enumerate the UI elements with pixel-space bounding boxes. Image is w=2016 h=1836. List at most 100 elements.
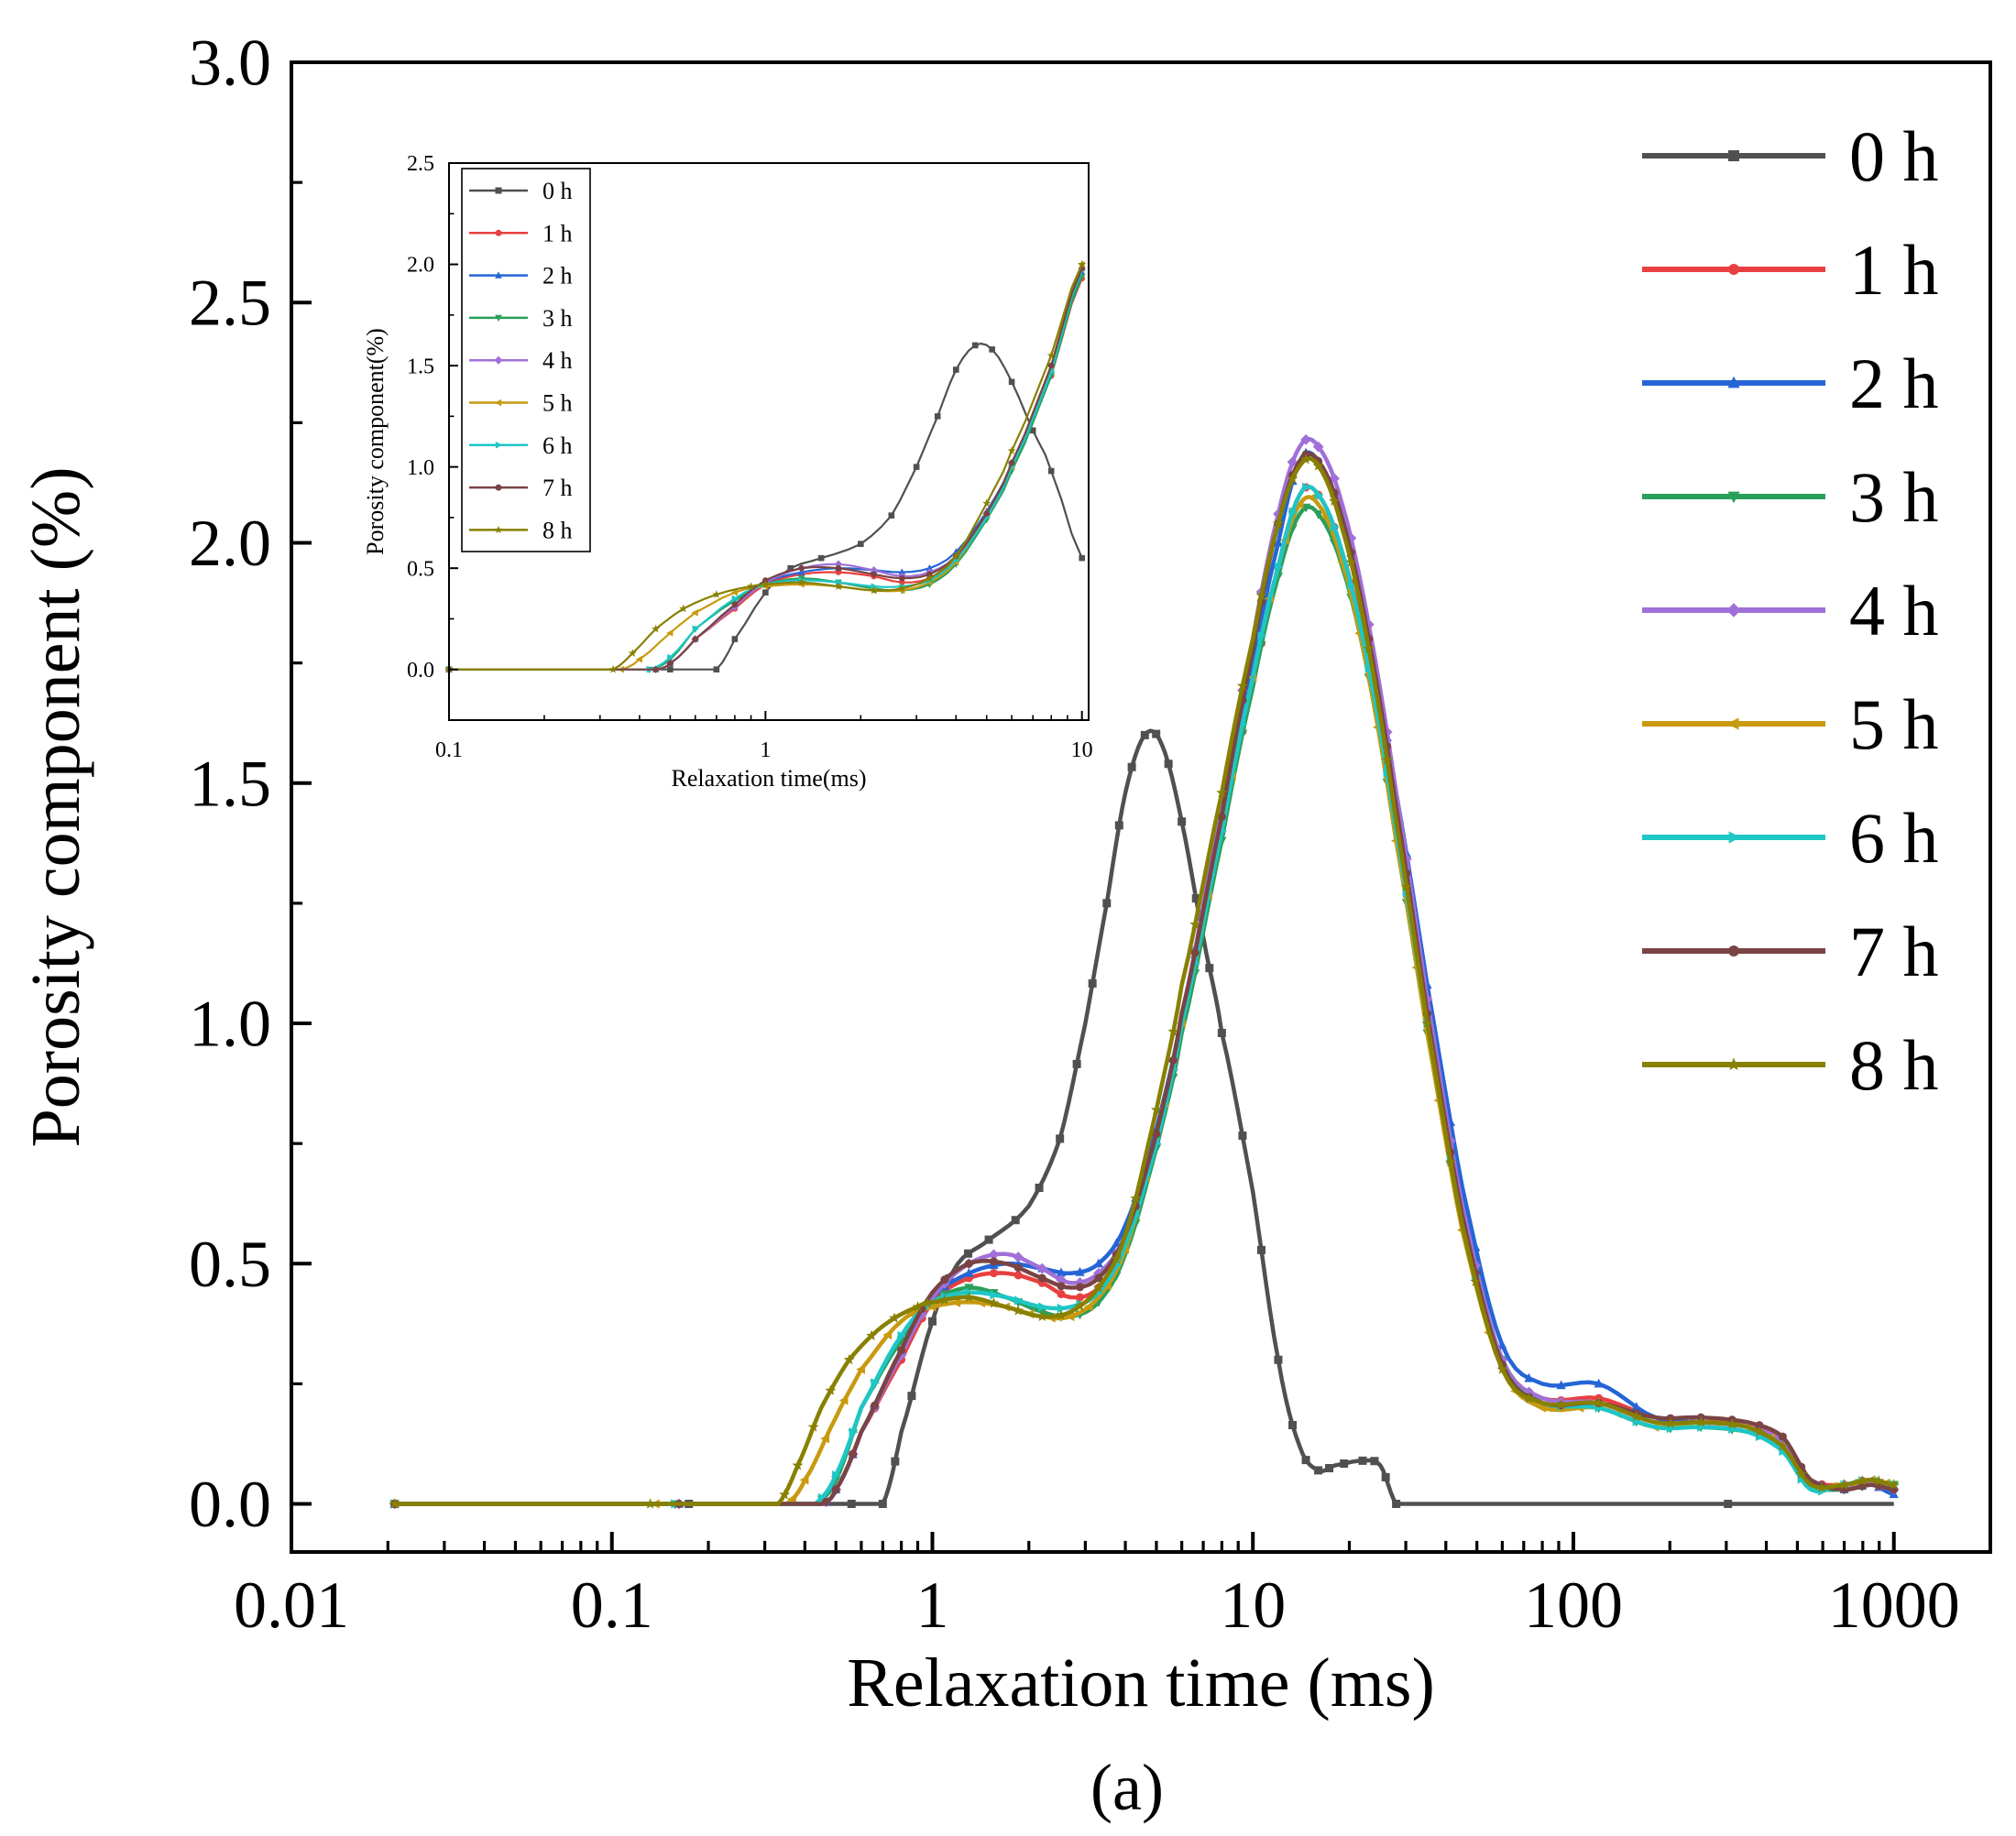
x-tick-label: 0.1 bbox=[571, 1568, 653, 1642]
inset-legend-marker bbox=[495, 441, 503, 449]
data-point-marker bbox=[635, 655, 642, 663]
data-point-marker bbox=[964, 1259, 973, 1268]
data-point-marker bbox=[888, 1312, 901, 1323]
data-point-marker bbox=[951, 1297, 961, 1307]
series-line bbox=[394, 484, 1895, 1506]
y-tick-label: 2.0 bbox=[407, 254, 434, 278]
data-point-marker bbox=[1556, 1380, 1566, 1390]
data-point-marker bbox=[1114, 821, 1123, 830]
x-tick-label: 0.1 bbox=[435, 738, 463, 762]
data-point-marker bbox=[912, 1301, 924, 1312]
data-point-marker bbox=[1328, 495, 1341, 506]
inset-legend-label: 5 h bbox=[542, 390, 573, 417]
data-point-marker bbox=[882, 1329, 893, 1340]
data-point-marker bbox=[666, 629, 674, 637]
data-point-marker bbox=[1287, 456, 1298, 468]
data-point-marker bbox=[1593, 1397, 1605, 1408]
data-point-marker bbox=[1057, 1290, 1066, 1299]
inset-legend-label: 7 h bbox=[542, 475, 573, 501]
inset-legend-entry: 1 h bbox=[469, 220, 573, 246]
inset-legend-marker bbox=[495, 484, 502, 491]
inset-legend-entry: 7 h bbox=[469, 475, 573, 501]
data-point-marker bbox=[1838, 1479, 1850, 1490]
data-point-marker bbox=[1057, 1282, 1066, 1291]
data-point-marker bbox=[825, 1384, 837, 1395]
inset-legend: 0 h 1 h 2 h 3 h 4 h 5 h 6 h 7 h 8 h bbox=[461, 168, 591, 552]
data-point-marker bbox=[1151, 1104, 1162, 1115]
legend-entry: 4 h bbox=[1642, 571, 1939, 650]
data-point-marker bbox=[761, 580, 770, 588]
data-point-marker bbox=[843, 1353, 855, 1365]
legend-marker bbox=[1726, 717, 1739, 730]
data-point-marker bbox=[1537, 1403, 1547, 1413]
series-line bbox=[394, 728, 1894, 1506]
data-point-marker bbox=[1274, 1355, 1283, 1364]
data-point-marker bbox=[1038, 1302, 1047, 1312]
data-point-marker bbox=[1036, 1310, 1048, 1322]
x-axis-title: Relaxation time(ms) bbox=[671, 765, 866, 792]
data-point-marker bbox=[1190, 948, 1200, 957]
y-axis-title: Porosity component(%) bbox=[362, 328, 389, 555]
data-point-marker bbox=[692, 636, 699, 642]
data-point-marker bbox=[1444, 1156, 1457, 1167]
data-point-marker bbox=[897, 584, 906, 593]
data-point-marker bbox=[963, 1291, 975, 1303]
y-tick-label: 0.5 bbox=[407, 557, 434, 581]
data-point-marker bbox=[1083, 1301, 1093, 1312]
data-point-marker bbox=[849, 1450, 858, 1459]
data-point-marker bbox=[1325, 1464, 1334, 1472]
data-point-marker bbox=[925, 574, 934, 583]
data-point-marker bbox=[1288, 1420, 1298, 1429]
data-point-marker bbox=[989, 346, 995, 353]
data-point-marker bbox=[1076, 1293, 1085, 1302]
data-point-marker bbox=[1857, 1475, 1868, 1486]
data-point-marker bbox=[1795, 1468, 1807, 1480]
data-point-marker bbox=[712, 590, 721, 598]
figure-caption: (a) bbox=[1090, 1751, 1164, 1824]
data-point-marker bbox=[1014, 1295, 1024, 1306]
legend-entry: 1 h bbox=[1642, 230, 1939, 310]
data-point-marker bbox=[1216, 786, 1228, 798]
data-point-marker bbox=[891, 1457, 900, 1466]
data-point-marker bbox=[1497, 1339, 1507, 1350]
data-point-marker bbox=[608, 664, 618, 673]
y-tick-label: 2.5 bbox=[189, 267, 271, 340]
data-point-marker bbox=[1037, 1273, 1046, 1283]
legend-label: 3 h bbox=[1849, 457, 1939, 537]
data-point-marker bbox=[1047, 467, 1055, 475]
series-line bbox=[449, 342, 1083, 671]
x-tick-label: 1000 bbox=[1828, 1568, 1960, 1642]
data-point-marker bbox=[1094, 1273, 1103, 1283]
data-point-marker bbox=[1347, 580, 1357, 590]
series-line bbox=[394, 451, 1895, 1506]
legend-marker bbox=[1727, 491, 1740, 504]
data-point-marker bbox=[667, 653, 674, 661]
data-point-marker bbox=[907, 1392, 916, 1401]
data-point-marker bbox=[1313, 509, 1323, 519]
inset-legend-marker bbox=[494, 355, 503, 365]
data-point-marker bbox=[797, 577, 806, 586]
data-point-marker bbox=[1400, 880, 1412, 892]
data-point-marker bbox=[1140, 730, 1149, 739]
legend-entry: 7 h bbox=[1642, 912, 1939, 991]
data-point-marker bbox=[1217, 812, 1226, 821]
data-point-marker bbox=[628, 649, 637, 657]
y-tick-label: 1.5 bbox=[407, 355, 434, 378]
data-point-marker bbox=[940, 1275, 949, 1284]
data-point-marker bbox=[835, 564, 842, 572]
data-point-marker bbox=[1217, 1029, 1226, 1038]
data-point-marker bbox=[1294, 499, 1304, 509]
legend-label: 0 h bbox=[1849, 116, 1939, 196]
data-point-marker bbox=[792, 1459, 804, 1470]
data-point-marker bbox=[1272, 518, 1284, 529]
data-point-marker bbox=[857, 541, 864, 547]
data-point-marker bbox=[1007, 446, 1016, 454]
legend-entry: 5 h bbox=[1642, 684, 1939, 764]
series-line bbox=[449, 264, 1083, 671]
data-point-marker bbox=[1102, 899, 1112, 908]
data-point-marker bbox=[1312, 460, 1324, 471]
data-point-marker bbox=[667, 660, 674, 667]
x-tick-label: 100 bbox=[1524, 1568, 1623, 1642]
legend-marker bbox=[1728, 831, 1741, 844]
data-point-marker bbox=[762, 589, 769, 596]
